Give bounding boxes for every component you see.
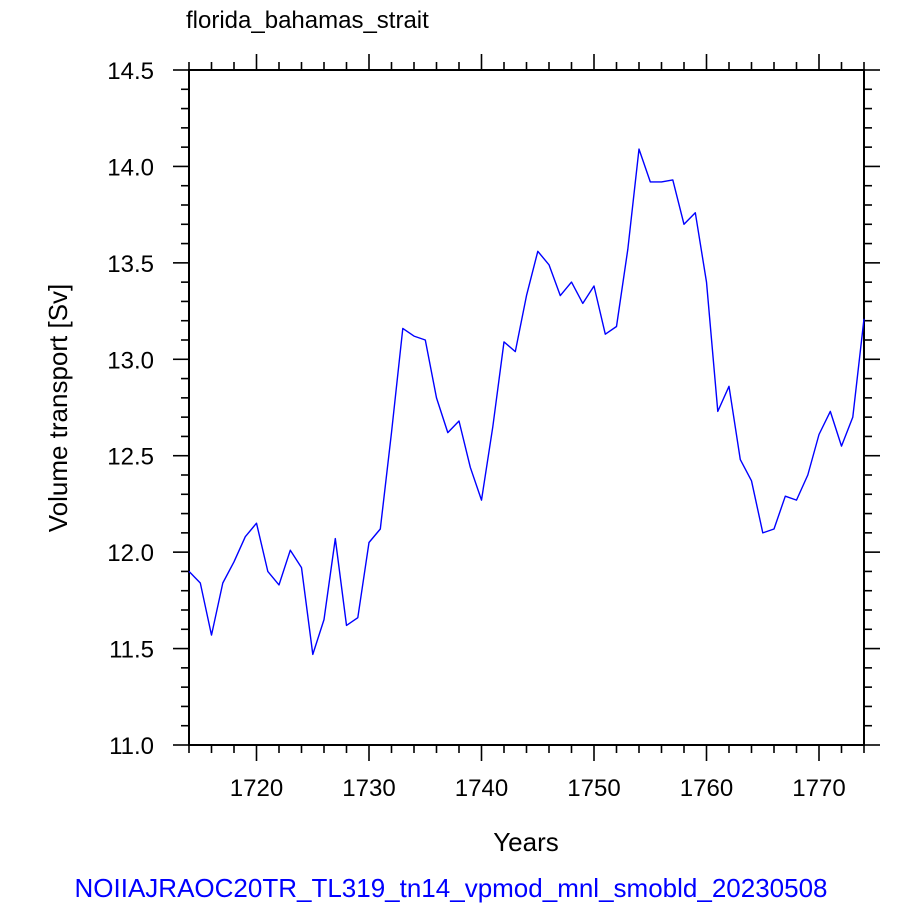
x-tick-label: 1740: [455, 775, 508, 802]
plot-frame: [188, 69, 865, 746]
y-tick-label: 13.5: [107, 251, 154, 278]
x-tick-label: 1750: [567, 775, 620, 802]
x-tick-label: 1720: [230, 775, 283, 802]
axis-ticks: [173, 54, 880, 761]
x-tick-label: 1760: [680, 775, 733, 802]
axis-tick-labels: 1720 1730 1740 1750 1760 1770 11.0 11.5 12.0 12.5…: [107, 58, 845, 802]
y-tick-label: 12.0: [107, 540, 154, 567]
y-tick-label: 12.5: [107, 444, 154, 471]
run-name-subtitle: NOIIAJRAOC20TR_TL319_tn14_vpmod_mnl_smob…: [75, 873, 828, 903]
y-tick-label: 14.5: [107, 58, 154, 85]
x-tick-label: 1730: [342, 775, 395, 802]
x-tick-label: 1770: [792, 775, 845, 802]
y-tick-label: 13.0: [107, 347, 154, 374]
y-tick-label: 11.0: [109, 733, 154, 760]
chart-title: florida_bahamas_strait: [186, 7, 429, 34]
plot-area: 1720 1730 1740 1750 1760 1770 11.0 11.5 12.0 12.5…: [107, 54, 880, 802]
x-axis-label: Years: [493, 827, 559, 857]
y-tick-label: 11.5: [109, 637, 154, 664]
series-line: [188, 148, 865, 656]
series-layer: [188, 148, 865, 656]
y-axis-label: Volume transport [Sv]: [43, 284, 73, 533]
y-tick-label: 14.0: [107, 154, 154, 181]
